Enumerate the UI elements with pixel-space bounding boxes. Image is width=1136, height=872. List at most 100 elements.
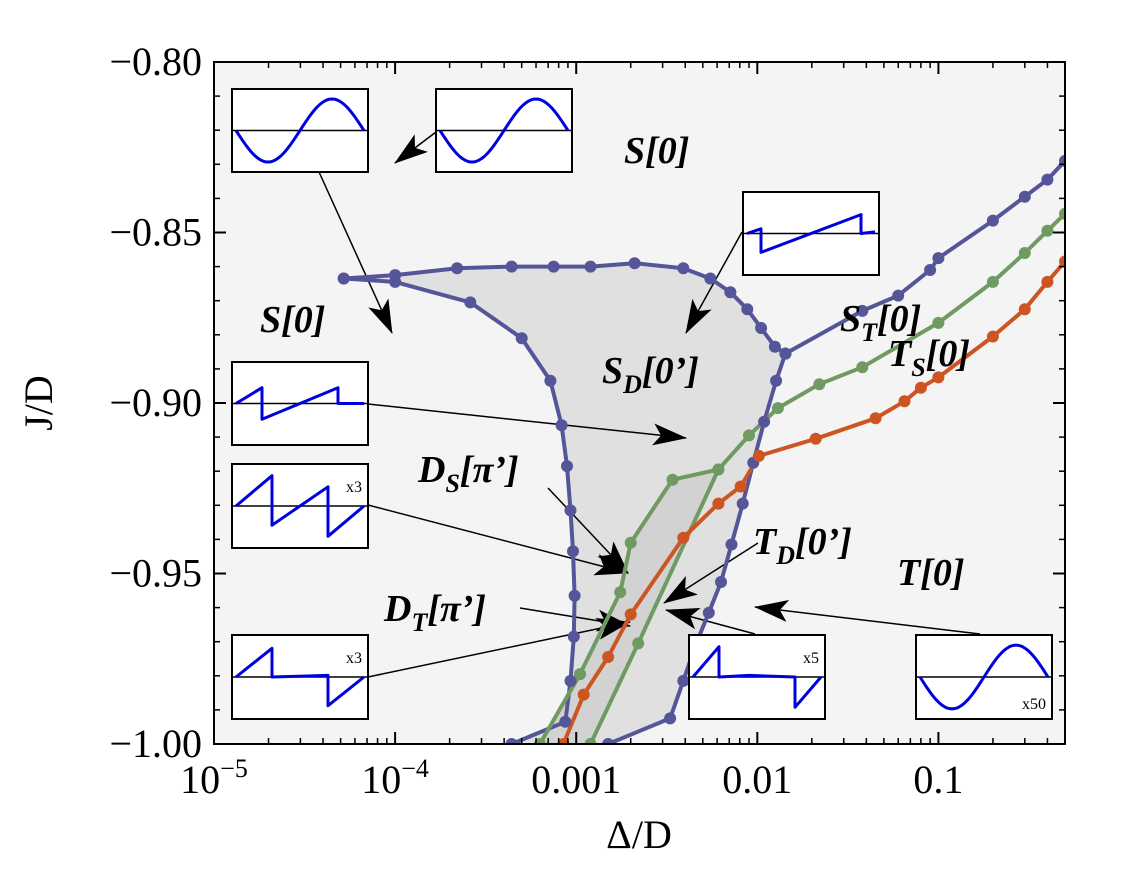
data-point-blue-left-boundary-6 (561, 460, 573, 473)
arrow-ds-inset (367, 504, 629, 576)
data-point-blue-right-boundary-10 (664, 712, 677, 725)
arrow-td-label (663, 542, 759, 604)
series-line-blue-left-boundary (343, 276, 577, 744)
data-point-blue-right-boundary-1 (770, 374, 783, 387)
data-point-orange-16 (1059, 255, 1065, 268)
data-point-blue-right-branch-3 (924, 264, 937, 276)
data-point-blue-left-boundary-2 (464, 296, 477, 309)
label-s0-left: S[0] (260, 299, 325, 341)
arrow-sd-left (367, 403, 687, 446)
data-point-green-6 (743, 429, 755, 442)
y-tick-label-1: −0.85 (109, 210, 202, 255)
data-point-orange-12 (932, 371, 945, 384)
y-tick-label-3: −0.95 (109, 551, 202, 596)
label-st: ST[0] (840, 298, 921, 347)
data-point-blue-right-branch-5 (986, 214, 999, 227)
inset-dt-multiplier: x3 (346, 650, 362, 667)
y-axis-title: J/D (16, 375, 61, 431)
inset-sd-left-waveform (235, 386, 364, 421)
label-t0: T[0] (897, 552, 965, 594)
data-point-green-4 (666, 473, 679, 486)
data-point-blue-upper-boundary-6 (628, 257, 641, 270)
arrow-t0-inset (754, 600, 981, 635)
data-point-blue-upper-boundary-2 (451, 262, 464, 275)
data-point-blue-right-boundary-6 (715, 576, 727, 588)
inset-s0-a-waveform (234, 97, 366, 164)
data-point-blue-right-branch-4 (932, 252, 945, 265)
data-point-blue-upper-boundary-3 (505, 260, 518, 273)
data-point-blue-right-boundary-2 (758, 415, 771, 428)
data-point-blue-upper-boundary-12 (768, 340, 781, 353)
data-point-green-3 (624, 536, 637, 549)
data-point-green-9 (856, 361, 869, 374)
x-tick-label-1: 10−4 (361, 754, 429, 802)
inset-sd-left (231, 361, 369, 446)
data-point-green-2 (614, 586, 627, 599)
inset-s0-a (231, 88, 369, 173)
x-tick-label-3: 0.01 (722, 757, 792, 802)
x-tick-label-4: 0.1 (913, 757, 963, 802)
data-point-blue-upper-boundary-7 (677, 262, 690, 275)
label-sd: SD[0’] (602, 350, 699, 399)
data-point-orange-1 (577, 688, 590, 701)
inset-s0-b (435, 88, 573, 173)
inset-dt: x3 (231, 634, 369, 720)
inset-t0-multiplier: x50 (1022, 696, 1046, 713)
data-point-green-lower-0 (584, 738, 597, 744)
data-point-blue-left-boundary-4 (544, 374, 557, 387)
data-point-blue-left-boundary-8 (567, 545, 579, 558)
label-ts: TS[0] (888, 333, 970, 382)
data-point-orange-8 (809, 432, 822, 445)
data-point-blue-right-boundary-5 (725, 538, 738, 551)
data-point-blue-upper-boundary-10 (741, 303, 754, 316)
data-point-green-lower-1 (632, 637, 645, 650)
arrow-td-inset (665, 607, 756, 635)
data-point-blue-left-boundary-0 (337, 272, 350, 285)
data-point-blue-upper-boundary-8 (704, 272, 717, 285)
data-point-orange-9 (869, 412, 882, 425)
label-ds: DS[π’] (417, 449, 519, 498)
arrow-ds-label (547, 487, 629, 574)
data-point-blue-upper-boundary-5 (584, 260, 597, 273)
data-point-blue-left-boundary-7 (564, 504, 577, 517)
inset-ds-waveform (235, 474, 365, 538)
data-point-green-10 (932, 316, 945, 329)
data-point-orange-4 (677, 531, 690, 544)
data-point-green-0 (533, 738, 546, 744)
data-point-orange-10 (898, 395, 911, 408)
label-s0-top: S[0] (624, 130, 689, 172)
data-point-green-lower-2 (712, 463, 725, 476)
data-point-blue-right-branch-1 (856, 304, 869, 317)
data-point-orange-14 (1018, 303, 1031, 316)
data-point-green-8 (813, 378, 826, 391)
data-point-blue-left-boundary-12 (559, 715, 572, 728)
data-point-orange-0 (557, 738, 570, 744)
data-point-orange-6 (734, 480, 747, 493)
y-tick-label-0: −0.80 (109, 39, 202, 84)
data-point-orange-11 (914, 381, 927, 394)
data-point-blue-right-boundary-11 (602, 738, 615, 744)
inset-ds-multiplier: x3 (346, 479, 362, 496)
data-point-blue-right-boundary-7 (702, 606, 715, 619)
arrow-dt-inset (367, 618, 631, 678)
data-point-green-12 (1018, 247, 1031, 259)
data-point-blue-right-branch-6 (1018, 190, 1031, 203)
data-point-green-11 (986, 275, 999, 288)
data-point-orange-7 (752, 449, 765, 462)
data-point-blue-left-boundary-3 (515, 332, 528, 345)
data-point-blue-left-boundary-11 (564, 674, 577, 687)
inset-td-waveform (691, 645, 823, 709)
data-point-blue-upper-boundary-4 (547, 260, 560, 273)
inset-ds: x3 (231, 463, 369, 549)
inset-sd (742, 191, 880, 276)
data-point-blue-left-boundary-13 (505, 738, 518, 744)
label-dt: DT[π’] (383, 588, 486, 637)
inset-dt-waveform (235, 646, 365, 708)
data-point-green-1 (574, 668, 586, 681)
x-tick-label-2: 0.001 (531, 757, 621, 802)
data-point-blue-upper-boundary-9 (724, 286, 737, 299)
y-tick-label-4: −1.00 (109, 721, 202, 766)
series-line-blue-right-boundary (607, 352, 788, 744)
data-point-orange-15 (1041, 275, 1054, 288)
data-point-blue-right-branch-2 (892, 289, 905, 302)
